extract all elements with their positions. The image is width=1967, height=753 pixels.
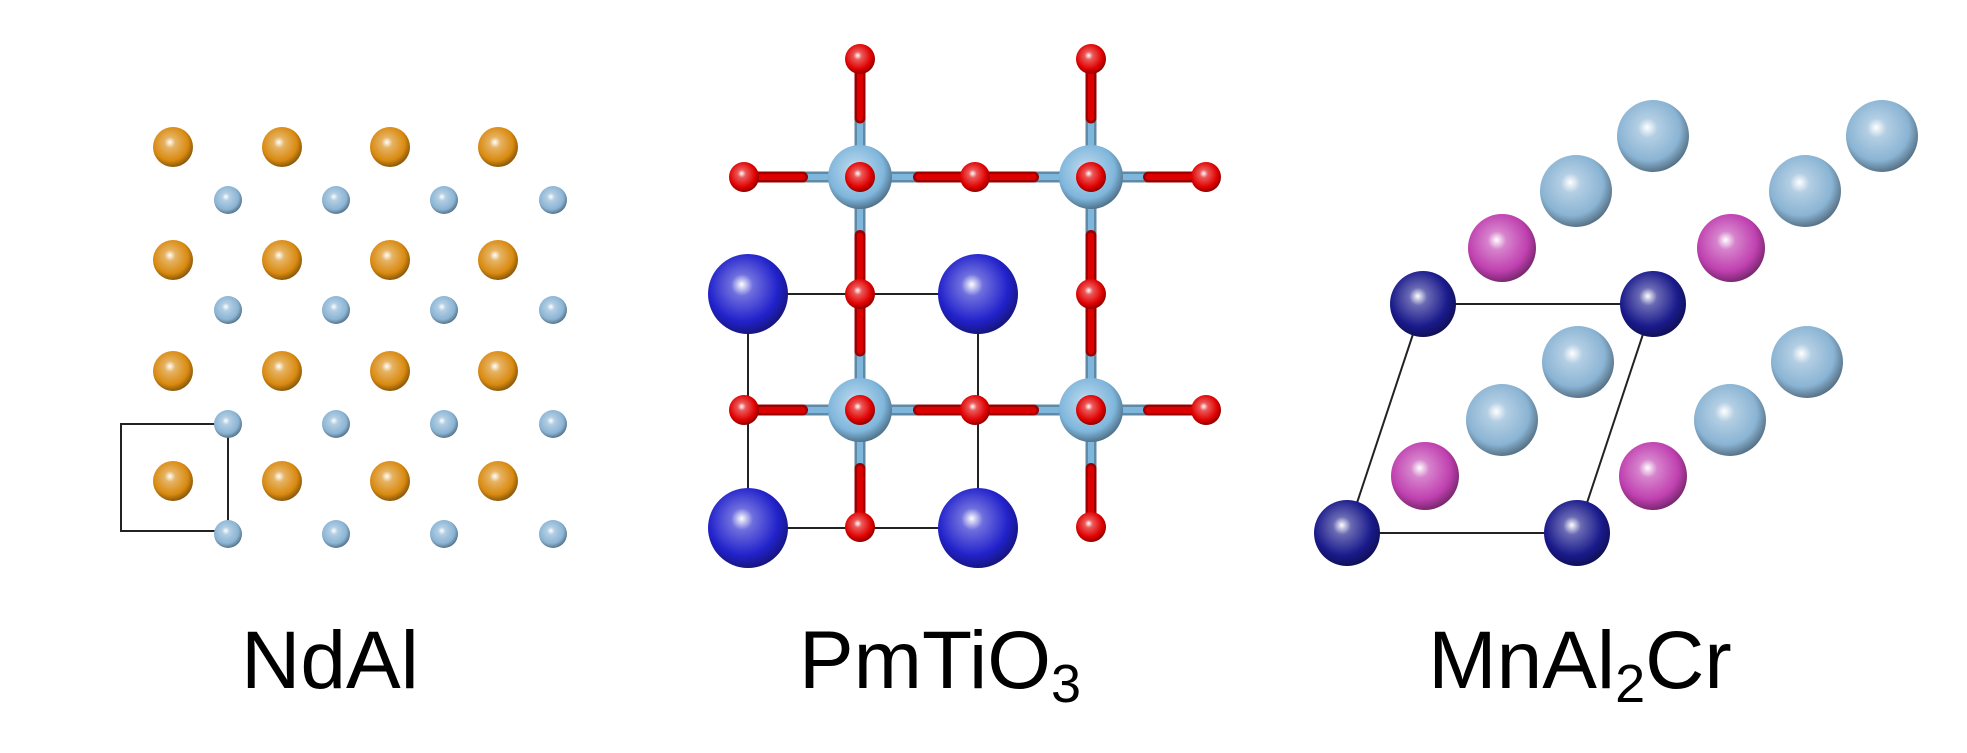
al-atom xyxy=(539,520,567,548)
nd-atom xyxy=(478,351,518,391)
al-atom xyxy=(539,296,567,324)
al-atom xyxy=(322,410,350,438)
al-atom xyxy=(1617,100,1689,172)
o-atom xyxy=(845,395,875,425)
nd-atom xyxy=(370,461,410,501)
o-atom xyxy=(845,279,875,309)
nd-atom xyxy=(262,127,302,167)
formula-mnal2cr-subscript: 2 xyxy=(1615,654,1646,714)
nd-atom xyxy=(153,461,193,501)
nd-atom xyxy=(478,240,518,280)
nd-atom xyxy=(262,461,302,501)
al-atom xyxy=(1771,326,1843,398)
al-atom xyxy=(322,296,350,324)
o-atom xyxy=(1191,395,1221,425)
o-atom xyxy=(845,512,875,542)
cr-atom xyxy=(1391,442,1459,510)
o-atom xyxy=(1076,162,1106,192)
al-atom xyxy=(430,186,458,214)
al-atom xyxy=(539,186,567,214)
al-atom xyxy=(322,186,350,214)
al-atom xyxy=(322,520,350,548)
o-atom xyxy=(1076,44,1106,74)
o-atom xyxy=(729,162,759,192)
o-atom xyxy=(1191,162,1221,192)
mn-atom xyxy=(1314,500,1380,566)
formula-ndal-text: NdAl xyxy=(241,615,419,706)
formula-mnal2cr-text-1: MnAl xyxy=(1428,615,1616,706)
unit-cell-outline xyxy=(120,423,228,532)
al-atom xyxy=(430,296,458,324)
al-atom xyxy=(214,296,242,324)
pm-atom xyxy=(938,254,1018,334)
o-atom xyxy=(845,44,875,74)
nd-atom xyxy=(153,127,193,167)
mn-atom xyxy=(1390,271,1456,337)
al-atom xyxy=(430,520,458,548)
o-atom xyxy=(1076,512,1106,542)
al-atom xyxy=(214,410,242,438)
formula-label-ndal: NdAl xyxy=(241,620,419,702)
al-atom xyxy=(214,520,242,548)
al-atom xyxy=(1694,384,1766,456)
o-atom xyxy=(729,395,759,425)
ndal-structure xyxy=(120,127,567,548)
al-atom xyxy=(1769,155,1841,227)
nd-atom xyxy=(262,240,302,280)
al-atom xyxy=(1846,100,1918,172)
al-atom xyxy=(430,410,458,438)
cr-atom xyxy=(1619,442,1687,510)
nd-atom xyxy=(478,461,518,501)
pm-atom xyxy=(708,254,788,334)
nd-atom xyxy=(262,351,302,391)
pm-atom xyxy=(708,488,788,568)
nd-atom xyxy=(478,127,518,167)
cr-atom xyxy=(1468,214,1536,282)
mnal2cr-structure xyxy=(1314,100,1918,566)
cr-atom xyxy=(1697,214,1765,282)
o-atom xyxy=(1076,279,1106,309)
nd-atom xyxy=(153,240,193,280)
pmtio3-structure xyxy=(708,44,1221,568)
formula-pmtio3-subscript: 3 xyxy=(1051,654,1082,714)
o-atom xyxy=(960,162,990,192)
al-atom xyxy=(1542,326,1614,398)
al-atom xyxy=(1540,155,1612,227)
al-atom xyxy=(539,410,567,438)
mn-atom xyxy=(1620,271,1686,337)
o-atom xyxy=(1076,395,1106,425)
o-atom xyxy=(845,162,875,192)
o-atom xyxy=(960,395,990,425)
formula-label-pmtio3: PmTiO3 xyxy=(799,620,1081,712)
nd-atom xyxy=(370,351,410,391)
al-atom xyxy=(1466,384,1538,456)
pm-atom xyxy=(938,488,1018,568)
formula-mnal2cr-text-2: Cr xyxy=(1645,615,1732,706)
nd-atom xyxy=(370,127,410,167)
formula-label-mnal2cr: MnAl2Cr xyxy=(1428,620,1731,712)
al-atom xyxy=(214,186,242,214)
nd-atom xyxy=(153,351,193,391)
mn-atom xyxy=(1544,500,1610,566)
nd-atom xyxy=(370,240,410,280)
formula-pmtio3-text: PmTiO xyxy=(798,615,1051,706)
